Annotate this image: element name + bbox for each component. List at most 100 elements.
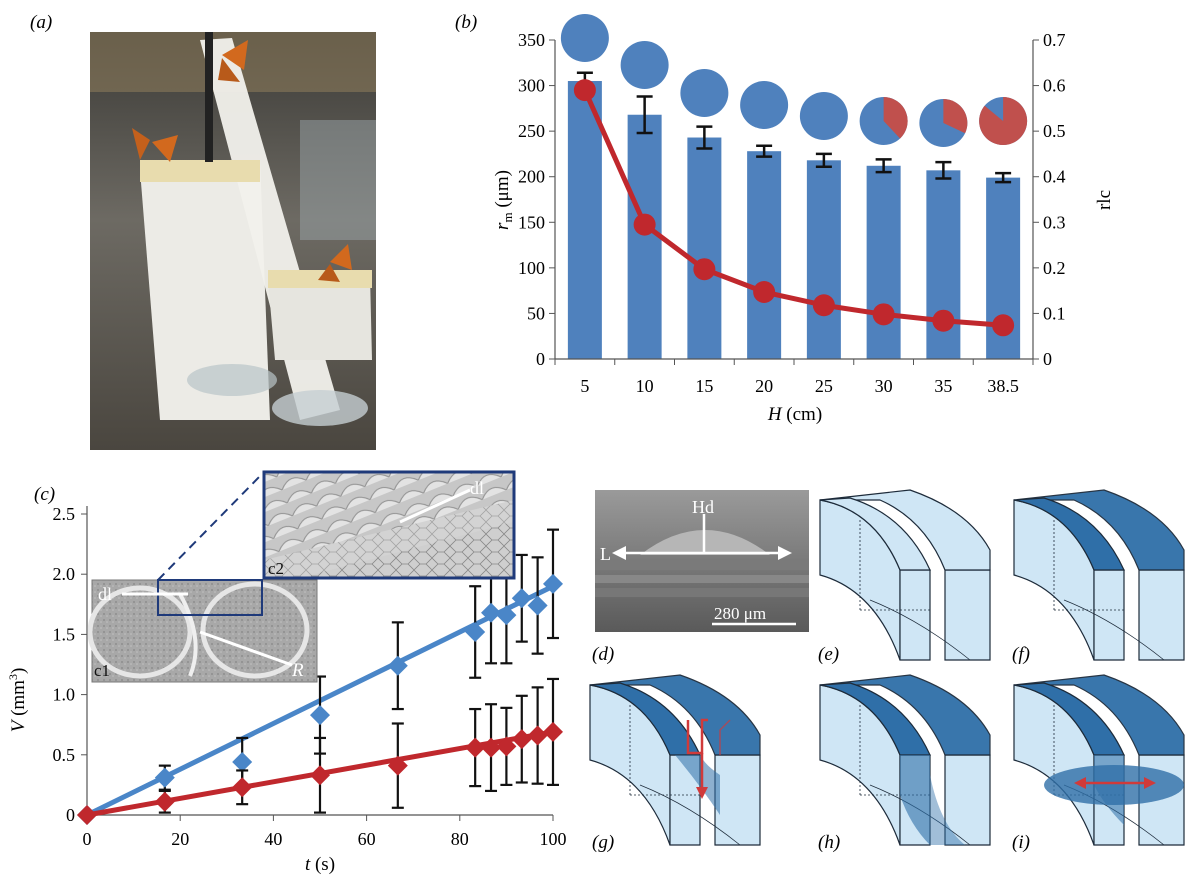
y-tick-label: 1.5 [53, 624, 76, 644]
inset-c2-label: c2 [268, 559, 284, 578]
panel-label-a: (a) [30, 12, 52, 33]
inset-c1-label: c1 [94, 661, 110, 680]
data-point-diamond [77, 805, 97, 825]
hd-label: Hd [692, 497, 714, 517]
y2-tick-label: 0.6 [1043, 76, 1066, 96]
data-point-diamond [310, 705, 330, 725]
x-tick-label: 80 [451, 829, 469, 849]
y-tick-label: 100 [518, 258, 545, 278]
bar [628, 115, 662, 359]
y2-tick-label: 0.3 [1043, 212, 1066, 232]
x-tick-label: 60 [358, 829, 376, 849]
pie-slice-blue [740, 81, 788, 129]
y2-tick-label: 0.7 [1043, 30, 1066, 50]
panel-label-e: (e) [818, 644, 839, 665]
y-tick-label: 0 [66, 805, 75, 825]
block-front [1139, 570, 1184, 660]
panel-label-i: (i) [1012, 832, 1030, 853]
inset-c2: dl c2 [158, 470, 514, 580]
bar [807, 160, 841, 359]
y2-tick-label: 0.5 [1043, 121, 1066, 141]
pie-slice-blue [561, 14, 609, 62]
y2-tick-label: 0.2 [1043, 258, 1066, 278]
panel-label-h: (h) [818, 832, 840, 853]
data-point-diamond [310, 765, 330, 785]
y-tick-label: 2.0 [53, 564, 76, 584]
y-tick-label: 2.5 [53, 504, 76, 524]
x-tick-label: 0 [83, 829, 92, 849]
block-e [820, 490, 990, 660]
data-point-diamond [528, 726, 548, 746]
rlc-point [753, 281, 775, 303]
panel-label-c: (c) [34, 484, 55, 505]
panel-label-f: (f) [1012, 644, 1030, 665]
fluid-pool [1044, 765, 1184, 805]
rlc-point [634, 214, 656, 236]
bar [747, 151, 781, 359]
x-tick-label: 10 [636, 376, 654, 396]
y2-tick-label: 0.4 [1043, 167, 1066, 187]
x-tick-label: 15 [695, 376, 713, 396]
y-tick-label: 350 [518, 30, 545, 50]
x-tick-label: 5 [580, 376, 589, 396]
panel-a-photo [90, 32, 376, 450]
data-point-diamond [232, 752, 252, 772]
y2-axis-label: rlc [1094, 190, 1115, 210]
y-tick-label: 0.5 [53, 745, 76, 765]
y2-tick-label: 0.1 [1043, 303, 1066, 323]
pie-slice-blue [621, 41, 669, 89]
rlc-point [932, 310, 954, 332]
rlc-point [574, 79, 596, 101]
chart-b: 0 50 100 150 200 250 300 350 0 0.1 0.2 0.3 0.4 0.5 0.6… [492, 14, 1115, 425]
panel-d-micrograph: Hd L 280 μm [595, 490, 809, 632]
inset-c1: c1 dl R [90, 580, 317, 682]
pie-slice-blue [680, 69, 728, 117]
block-front [945, 570, 990, 660]
panel-label-b: (b) [455, 12, 477, 33]
y-tick-label: 300 [518, 76, 545, 96]
panel-label-d: (d) [592, 644, 614, 665]
rlc-point [873, 303, 895, 325]
x-axis-label: H (cm) [767, 404, 822, 425]
rlc-point [992, 314, 1014, 336]
y-tick-label: 150 [518, 212, 545, 232]
block-i [1014, 675, 1184, 845]
y-axis-label: rm (μm) [492, 170, 515, 230]
block-g [590, 675, 760, 845]
x-axis-label: t (s) [305, 854, 335, 875]
x-tick-label: 38.5 [987, 376, 1019, 396]
x-tick-label: 30 [875, 376, 893, 396]
bar [687, 138, 721, 359]
y-tick-label: 1.0 [53, 685, 76, 705]
data-point-diamond [543, 722, 563, 742]
x-tick-label: 100 [540, 829, 567, 849]
rlc-point [693, 258, 715, 280]
x-tick-label: 35 [934, 376, 952, 396]
scale-bar-label: 280 μm [714, 604, 766, 623]
bar [867, 166, 901, 359]
pie-slice-blue [800, 92, 848, 140]
data-point-diamond [465, 622, 485, 642]
y-tick-label: 0 [536, 349, 545, 369]
x-tick-label: 20 [755, 376, 773, 396]
inset-c1-r-label: R [291, 660, 304, 681]
y-tick-label: 250 [518, 121, 545, 141]
block-f [1014, 490, 1184, 660]
block-front [900, 570, 930, 660]
inset-c1-dl-label: dl [98, 584, 112, 604]
y-tick-label: 50 [527, 303, 545, 323]
x-tick-label: 40 [264, 829, 282, 849]
data-point-diamond [232, 777, 252, 797]
panel-label-g: (g) [592, 832, 614, 853]
x-tick-label: 20 [171, 829, 189, 849]
y-axis-label: V (mm3) [6, 668, 29, 733]
block-front [1094, 570, 1124, 660]
y-tick-label: 200 [518, 167, 545, 187]
rlc-point [813, 294, 835, 316]
inset-c2-dl-label: dl [470, 478, 484, 498]
l-label: L [600, 544, 611, 564]
block-h [820, 675, 990, 845]
x-tick-label: 25 [815, 376, 833, 396]
data-point-diamond [155, 792, 175, 812]
y2-tick-label: 0 [1043, 349, 1052, 369]
